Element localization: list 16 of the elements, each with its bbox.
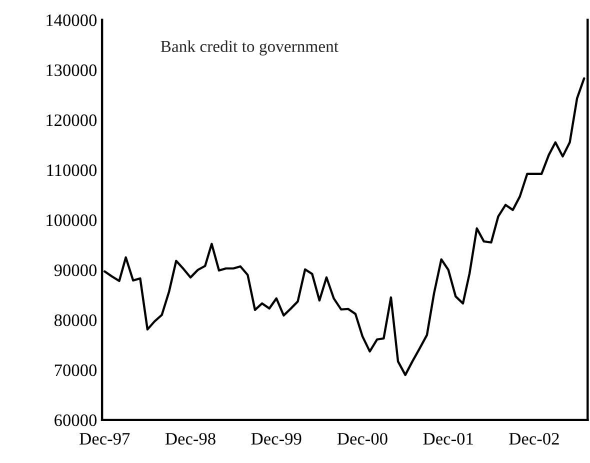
y-tick-label: 60000 [54, 414, 97, 426]
y-tick-label: 130000 [46, 64, 97, 76]
annotation: Bank credit to government [160, 40, 338, 56]
x-tick-label: Dec-97 [80, 432, 130, 445]
x-tick-label: Dec-99 [251, 432, 302, 445]
x-tick-label: Dec-98 [165, 432, 216, 445]
y-tick-label: 100000 [46, 214, 97, 226]
x-tick-label: Dec-00 [337, 432, 388, 445]
x-tick-label: Dec-02 [509, 432, 559, 445]
y-tick-label: 90000 [54, 264, 97, 276]
y-tick-label: 140000 [46, 14, 97, 26]
y-tick-label: 120000 [46, 114, 97, 126]
y-tick-label: 110000 [47, 164, 97, 176]
y-tick-label: 80000 [54, 314, 97, 326]
x-tick-label: Dec-01 [423, 432, 473, 445]
y-tick-label: 70000 [54, 364, 97, 376]
